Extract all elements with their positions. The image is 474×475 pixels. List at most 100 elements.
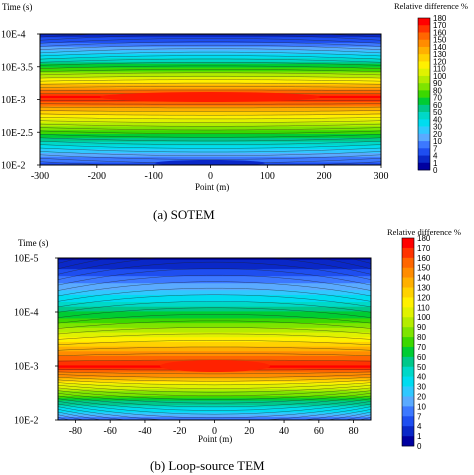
panel-a-colorbar-swatch: [418, 119, 430, 127]
panel-b-band: [58, 341, 371, 346]
panel-a-band: [40, 120, 381, 125]
panel-b-colorbar-swatch: [402, 396, 414, 407]
panel-a-band: [40, 156, 381, 161]
panel-b-colorbar-title: Relative difference %: [387, 227, 461, 237]
panel-a-band: [40, 115, 381, 119]
panel-b-y-ticks: 10E-5 10E-4 10E-3 10E-2: [14, 254, 58, 427]
panel-a-band: [40, 42, 381, 47]
panel-a-colorbar-swatch: [418, 25, 430, 33]
panel-a-colorbar-label: 160: [433, 28, 447, 37]
panel-a-contour-line: [40, 137, 381, 142]
panel-a-y-tick-label: 10E-2.5: [1, 128, 33, 139]
panel-b-band: [58, 407, 371, 412]
panel-b-contour-line: [58, 287, 371, 302]
panel-a-contour-line: [40, 75, 381, 79]
panel-b-band: [58, 316, 371, 320]
panel-a-contour-line: [40, 161, 381, 165]
panel-a-contour-line: [40, 151, 381, 156]
panel-b-x-tick-label: 80: [349, 426, 359, 437]
panel-a-contour-line: [40, 86, 381, 88]
panel-b-x-tick-label: -40: [138, 426, 151, 437]
panel-b-x-tick-label: 40: [279, 426, 289, 437]
panel-b-colorbar-swatch: [402, 287, 414, 298]
panel-b-colorbar-frame: [401, 237, 415, 447]
panel-a-band: [40, 137, 381, 142]
panel-a-colorbar-label: 10: [433, 137, 442, 146]
panel-b-contour-line: [58, 387, 371, 397]
panel-b-y-tick-label: 10E-3: [14, 362, 38, 373]
panel-a-contour-line: [40, 147, 381, 153]
panel-a-band: [40, 63, 381, 68]
panel-a-contour-line: [40, 34, 381, 41]
panel-a-colorbar-frame: [417, 17, 431, 171]
panel-a-colorbar-swatch: [418, 126, 430, 135]
panel-a-contour-line: [40, 72, 381, 76]
panel-a-band: [40, 82, 381, 87]
panel-b-contour-line: [58, 307, 371, 318]
panel-a-contour-line: [40, 117, 381, 120]
panel-b-contour-line: [58, 333, 371, 340]
panel-b-colorbar-label: 150: [417, 264, 431, 273]
panel-b-band: [58, 351, 371, 356]
panel-a-colorbar-label: 100: [433, 72, 447, 81]
panel-a-contour-line: [40, 106, 381, 109]
panel-a-colorbar-label: 50: [433, 108, 442, 117]
panel-b-colorbar-swatch: [402, 376, 414, 387]
panel-b-colorbar-label: 7: [417, 412, 422, 421]
panel-a-band: [40, 105, 381, 109]
panel-b-band: [58, 400, 371, 405]
panel-a-band: [40, 153, 381, 157]
panel-a-colorbar-label: 110: [433, 65, 446, 74]
panel-b-colorbar-swatch: [402, 257, 414, 269]
panel-a-colorbar: 1801701601501401301201101009080706050403…: [417, 14, 447, 175]
panel-a-colorbar-title: Relative difference %: [394, 1, 468, 11]
panel-a-y-tick-label: 10E-4: [1, 30, 25, 41]
panel-b-band: [58, 294, 371, 299]
panel-a-colorbar-label: 30: [433, 123, 442, 132]
panel-b-colorbar-swatch: [402, 297, 414, 308]
panel-a-band: [40, 46, 381, 50]
panel-b-colorbar-label: 10: [417, 402, 426, 411]
panel-a-contour-line: [40, 48, 381, 54]
panel-a-x-tick-label: 100: [260, 171, 275, 182]
panel-b-colorbar-label: 110: [417, 303, 430, 312]
panel-b-band: [58, 377, 371, 381]
panel-b-colorbar-swatch: [402, 356, 414, 368]
panel-b-band: [58, 297, 371, 302]
panel-a-band: [40, 145, 381, 149]
panel-a-colorbar-swatch: [418, 148, 430, 156]
panel-b-colorbar-label: 30: [417, 383, 426, 392]
panel-b-colorbar-label: 170: [417, 244, 431, 253]
panel-b-contour-line: [58, 261, 371, 280]
panel-b-band: [58, 356, 371, 360]
panel-b-ylabel: Time (s): [18, 238, 48, 248]
panel-b-contour-line: [58, 379, 371, 386]
panel-a-colorbar-label: 80: [433, 86, 442, 95]
panel-b-colorbar-label: 90: [417, 323, 426, 332]
panel-a-band: [40, 35, 381, 39]
panel-a-band: [40, 143, 381, 147]
panel-b-colorbar-label: 70: [417, 343, 426, 352]
panel-a-contour-line: [40, 41, 381, 47]
panel-a-contour-line: [40, 144, 381, 149]
panel-a-band: [40, 122, 381, 126]
panel-b-x-tick-label: 20: [244, 426, 254, 437]
panel-b-band: [58, 417, 371, 420]
panel-a-y-ticks: 10E-4 10E-3.5 10E-3 10E-2.5 10E-2: [1, 30, 40, 172]
panel-b-band: [58, 278, 371, 283]
panel-b-band: [58, 290, 371, 294]
panel-a-band: [40, 154, 381, 159]
panel-b-contour-line: [58, 320, 371, 329]
panel-b-band: [58, 388, 371, 393]
panel-a-band: [40, 147, 381, 151]
panel-a-colorbar-label: 140: [433, 43, 447, 52]
panel-b-contour-line: [58, 390, 371, 400]
panel-a-band: [40, 86, 381, 90]
panel-a-contour-line: [40, 134, 381, 138]
panel-b-contour-line: [58, 314, 371, 324]
panel-a-band: [40, 149, 381, 153]
panel-a-colorbar-label: 150: [433, 36, 447, 45]
panel-b-colorbar-label: 0: [417, 442, 422, 451]
panel-a-colorbar-label: 130: [433, 50, 447, 59]
panel-b-band: [58, 311, 371, 316]
